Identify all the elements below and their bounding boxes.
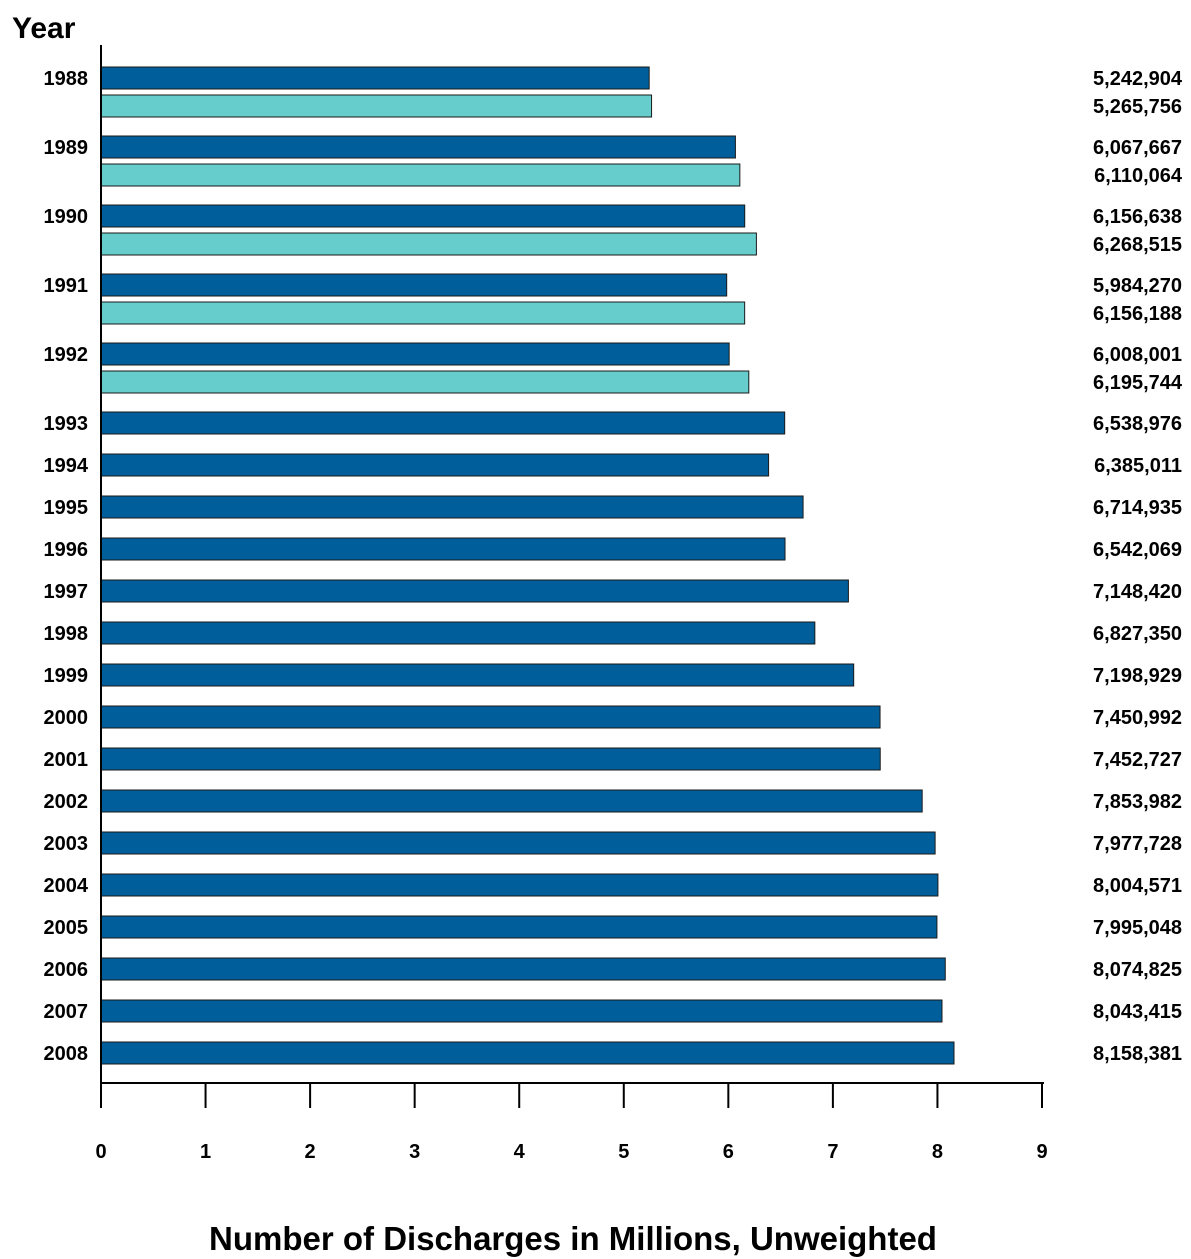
x-tick-label: 8: [932, 1141, 943, 1163]
bar-secondary: [100, 94, 653, 118]
bar: [100, 495, 804, 519]
value-label: 7,977,728: [1093, 833, 1182, 855]
x-tick-label: 0: [95, 1141, 106, 1163]
year-label: 2005: [44, 917, 89, 939]
year-label: 1998: [44, 623, 89, 645]
bar: [100, 957, 946, 981]
year-label: 2000: [44, 707, 89, 729]
year-label: 2002: [44, 791, 89, 813]
year-label: 1995: [44, 497, 89, 519]
value-label: 7,452,727: [1093, 749, 1182, 771]
year-label: 2003: [44, 833, 89, 855]
value-label: 8,074,825: [1093, 959, 1182, 981]
year-label: 1996: [44, 539, 89, 561]
x-axis-label: Number of Discharges in Millions, Unweig…: [209, 1220, 937, 1257]
year-label: 2007: [44, 1001, 89, 1023]
year-label: 1988: [44, 68, 89, 90]
year-label: 1992: [44, 344, 89, 366]
bar: [100, 537, 786, 561]
y-axis-label: Year: [12, 12, 76, 45]
year-label: 1989: [44, 137, 89, 159]
bar-secondary: [100, 232, 757, 256]
value-label: 7,450,992: [1093, 707, 1182, 729]
bar: [100, 789, 923, 813]
bars-group: 1988 5,242,904 5,265,756 1989 6,067,667 6,110…: [44, 66, 1183, 1065]
year-label: 1991: [44, 275, 89, 297]
x-tick-label: 6: [723, 1141, 734, 1163]
bar-secondary: [100, 370, 750, 394]
value-label: 7,198,929: [1093, 665, 1182, 687]
year-label: 2001: [44, 749, 89, 771]
year-label: 1993: [44, 413, 89, 435]
value-label: 5,984,270: [1093, 275, 1182, 297]
value-label: 8,004,571: [1093, 875, 1182, 897]
bar: [100, 342, 730, 366]
value-label: 6,110,064: [1094, 165, 1183, 187]
bar: [100, 204, 746, 228]
value-label: 7,148,420: [1093, 581, 1182, 603]
bar: [100, 705, 881, 729]
x-tick-label: 9: [1036, 1141, 1047, 1163]
bar: [100, 453, 770, 477]
bar: [100, 579, 849, 603]
value-label: 6,542,069: [1093, 539, 1182, 561]
x-tick-label: 4: [514, 1141, 526, 1163]
value-label: 6,827,350: [1093, 623, 1182, 645]
value-label: 8,158,381: [1093, 1043, 1182, 1065]
value-label: 7,995,048: [1093, 917, 1182, 939]
value-label: 6,067,667: [1093, 137, 1182, 159]
bar: [100, 831, 936, 855]
bar: [100, 663, 855, 687]
bar: [100, 66, 650, 90]
bar: [100, 273, 728, 297]
bar-secondary: [100, 301, 746, 325]
bar: [100, 915, 938, 939]
x-tick-label: 2: [305, 1141, 316, 1163]
bar: [100, 747, 881, 771]
x-tick-label: 5: [618, 1141, 629, 1163]
value-label: 6,008,001: [1093, 344, 1182, 366]
x-tick-label: 1: [200, 1141, 211, 1163]
value-label: 6,156,638: [1093, 206, 1182, 228]
x-tick-label: 7: [827, 1141, 838, 1163]
year-label: 1997: [44, 581, 89, 603]
year-label: 2008: [44, 1043, 89, 1065]
year-label: 2006: [44, 959, 89, 981]
value-label: 6,268,515: [1093, 234, 1182, 256]
bar: [100, 873, 939, 897]
value-label: 6,714,935: [1093, 497, 1182, 519]
x-tick-label: 3: [409, 1141, 420, 1163]
value-label: 5,265,756: [1093, 96, 1182, 118]
year-label: 1994: [44, 455, 89, 477]
value-label: 8,043,415: [1093, 1001, 1182, 1023]
value-label: 7,853,982: [1093, 791, 1182, 813]
year-label: 1990: [44, 206, 89, 228]
bar: [100, 1041, 955, 1065]
value-label: 6,538,976: [1093, 413, 1182, 435]
value-label: 5,242,904: [1093, 68, 1183, 90]
bar: [100, 621, 816, 645]
year-label: 2004: [44, 875, 89, 897]
value-label: 6,195,744: [1093, 372, 1183, 394]
bar-secondary: [100, 163, 741, 187]
bar: [100, 999, 943, 1023]
year-label: 1999: [44, 665, 89, 687]
bar: [100, 411, 786, 435]
value-label: 6,156,188: [1093, 303, 1182, 325]
axes-group: 0 1 2 3 4 5 6 7 8 9: [95, 45, 1048, 1163]
value-label: 6,385,011: [1094, 455, 1182, 477]
bar: [100, 135, 736, 159]
